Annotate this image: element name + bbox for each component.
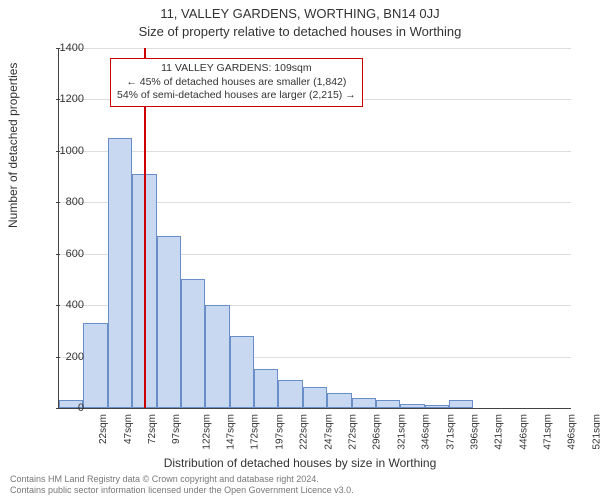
- y-tick-label: 1400: [44, 42, 84, 54]
- x-tick-label: 247sqm: [323, 414, 334, 450]
- histogram-bar: [108, 138, 132, 408]
- y-tick-mark: [56, 151, 60, 152]
- y-tick-mark: [56, 99, 60, 100]
- y-tick-mark: [56, 357, 60, 358]
- footer-line2: Contains public sector information licen…: [10, 485, 590, 496]
- x-tick-label: 147sqm: [226, 414, 237, 450]
- footer-text: Contains HM Land Registry data © Crown c…: [10, 474, 590, 497]
- histogram-bar: [327, 393, 351, 408]
- histogram-bar: [278, 380, 302, 408]
- x-tick-label: 172sqm: [250, 414, 261, 450]
- y-axis-label: Number of detached properties: [6, 63, 20, 228]
- annotation-line1: 11 VALLEY GARDENS: 109sqm: [117, 62, 356, 76]
- histogram-bar: [425, 405, 449, 408]
- page-title-line1: 11, VALLEY GARDENS, WORTHING, BN14 0JJ: [0, 6, 600, 21]
- annotation-line3: 54% of semi-detached houses are larger (…: [117, 89, 356, 103]
- y-tick-label: 800: [44, 196, 84, 208]
- histogram-bar: [400, 404, 424, 408]
- histogram-bar: [254, 369, 278, 408]
- x-tick-label: 321sqm: [396, 414, 407, 450]
- histogram-bar: [303, 387, 327, 408]
- y-tick-label: 200: [44, 351, 84, 363]
- y-tick-mark: [56, 408, 60, 409]
- x-tick-label: 446sqm: [518, 414, 529, 450]
- y-tick-mark: [56, 202, 60, 203]
- y-tick-label: 400: [44, 299, 84, 311]
- x-tick-label: 371sqm: [445, 414, 456, 450]
- x-tick-label: 197sqm: [274, 414, 285, 450]
- y-tick-mark: [56, 48, 60, 49]
- chart-container: 11, VALLEY GARDENS, WORTHING, BN14 0JJ S…: [0, 0, 600, 500]
- footer-line1: Contains HM Land Registry data © Crown c…: [10, 474, 590, 485]
- x-tick-label: 47sqm: [123, 414, 134, 444]
- x-tick-label: 97sqm: [171, 414, 182, 444]
- histogram-bar: [83, 323, 107, 408]
- page-title-line2: Size of property relative to detached ho…: [0, 24, 600, 39]
- y-tick-mark: [56, 254, 60, 255]
- histogram-bar: [230, 336, 254, 408]
- x-tick-label: 496sqm: [567, 414, 578, 450]
- x-tick-label: 272sqm: [348, 414, 359, 450]
- histogram-bar: [376, 400, 400, 408]
- histogram-bar: [352, 398, 376, 408]
- x-tick-label: 521sqm: [591, 414, 600, 450]
- histogram-bar: [181, 279, 205, 408]
- x-tick-label: 396sqm: [469, 414, 480, 450]
- y-tick-label: 600: [44, 248, 84, 260]
- x-tick-label: 296sqm: [372, 414, 383, 450]
- y-tick-label: 1200: [44, 93, 84, 105]
- x-tick-label: 471sqm: [543, 414, 554, 450]
- histogram-bar: [205, 305, 229, 408]
- annotation-line2: ← 45% of detached houses are smaller (1,…: [117, 76, 356, 90]
- x-tick-label: 421sqm: [494, 414, 505, 450]
- gridline: [59, 151, 571, 152]
- histogram-bar: [449, 400, 473, 408]
- annotation-box: 11 VALLEY GARDENS: 109sqm ← 45% of detac…: [110, 58, 363, 107]
- y-tick-label: 1000: [44, 145, 84, 157]
- x-tick-label: 222sqm: [299, 414, 310, 450]
- x-tick-label: 72sqm: [147, 414, 158, 444]
- x-tick-label: 122sqm: [201, 414, 212, 450]
- y-tick-mark: [56, 305, 60, 306]
- gridline: [59, 48, 571, 49]
- y-tick-label: 0: [44, 402, 84, 414]
- x-tick-label: 22sqm: [98, 414, 109, 444]
- histogram-bar: [157, 236, 181, 408]
- x-tick-label: 346sqm: [421, 414, 432, 450]
- x-axis-label: Distribution of detached houses by size …: [0, 456, 600, 470]
